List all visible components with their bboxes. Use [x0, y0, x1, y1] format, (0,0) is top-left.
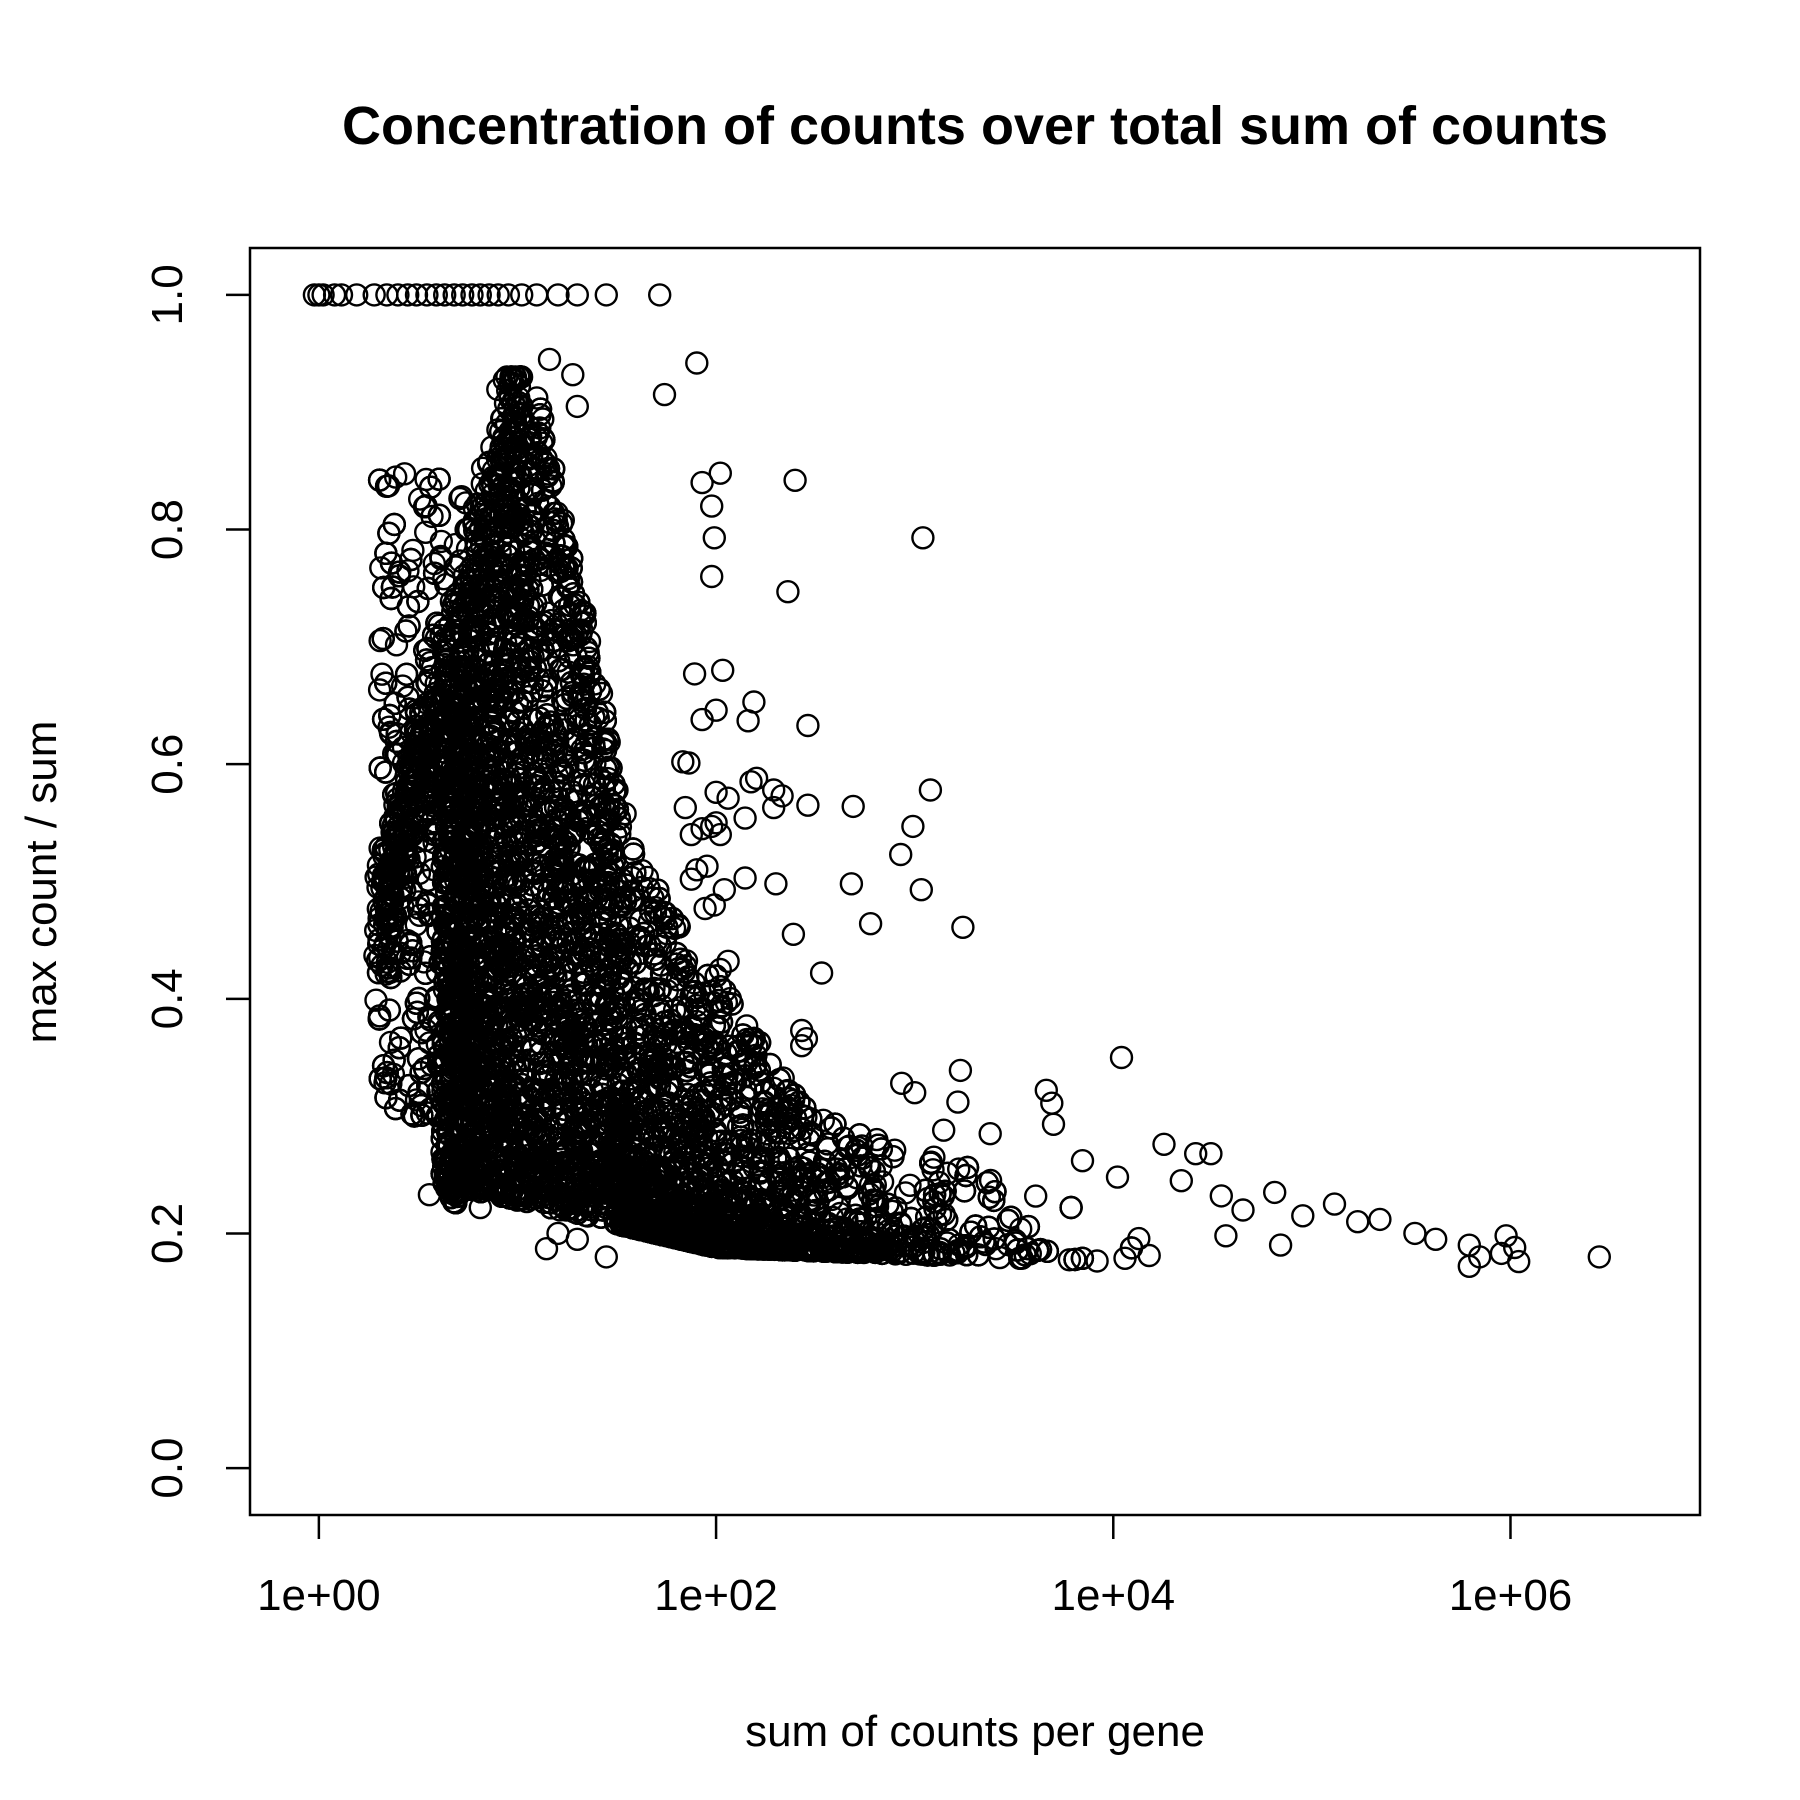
- data-points: [302, 283, 1612, 1279]
- y-tick-label: 0.4: [143, 968, 192, 1029]
- data-point: [1268, 1233, 1293, 1257]
- y-tick-label: 0.8: [143, 499, 192, 560]
- x-axis: 1e+00 1e+02 1e+04 1e+06: [257, 1515, 1572, 1620]
- x-axis-label: sum of counts per gene: [745, 1707, 1205, 1756]
- plot-frame: [248, 246, 1702, 1517]
- data-point: [1023, 1184, 1048, 1208]
- y-tick-label: 0.6: [143, 734, 192, 795]
- y-tick-label: 0.0: [143, 1437, 192, 1498]
- data-point: [368, 628, 392, 653]
- x-tick-label: 1e+00: [257, 1571, 381, 1620]
- x-tick-label: 1e+06: [1449, 1571, 1573, 1620]
- x-tick-label: 1e+02: [654, 1571, 778, 1620]
- data-point: [947, 1157, 971, 1181]
- data-point: [384, 465, 408, 489]
- data-point: [1214, 1224, 1238, 1248]
- y-tick-label: 1.0: [143, 264, 192, 325]
- y-tick-label: 0.2: [143, 1203, 192, 1264]
- y-axis: 0.0 0.2 0.4 0.6 0.8 1.0: [143, 264, 250, 1499]
- data-point: [367, 678, 392, 702]
- chart-title: Concentration of counts over total sum o…: [342, 96, 1608, 156]
- data-point: [401, 538, 425, 563]
- y-axis-label: max count / sum: [17, 721, 66, 1044]
- data-point: [408, 487, 432, 511]
- data-point: [414, 520, 438, 544]
- data-point: [1085, 1249, 1109, 1273]
- x-tick-label: 1e+04: [1051, 1571, 1175, 1620]
